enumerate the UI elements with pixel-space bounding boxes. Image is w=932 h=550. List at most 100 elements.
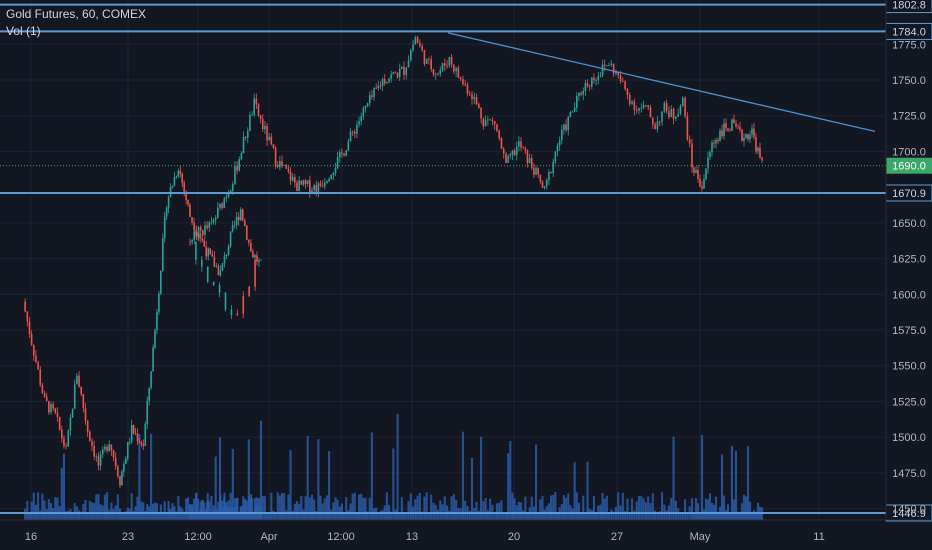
candle-body [759,147,761,158]
volume-bar [372,508,376,520]
volume-bar [370,432,373,520]
volume-bar [601,493,604,520]
symbol-title[interactable]: Gold Futures, 60, COMEX [6,7,147,21]
trend-line-layer[interactable] [447,32,876,133]
candle-body [446,65,448,67]
volume-bar [212,510,215,520]
volume-bar [248,500,251,520]
candle-body [668,111,670,118]
volume-bar [708,493,712,520]
candle-body [175,176,178,178]
candle-body [688,139,691,144]
volume-bar [517,501,520,520]
time-tick-label: 16 [25,531,37,543]
candle-body [123,463,125,472]
price-tick-label: 1575.0 [892,325,926,337]
candle-body [95,456,98,458]
volume-bar [504,512,508,520]
volume-bar [519,502,523,520]
candle-body [256,255,258,262]
volume-bar [122,511,125,520]
candle-body [191,217,193,223]
volume-bar [716,511,720,520]
candle-body [146,400,149,424]
volume-bar [714,496,718,520]
volume-bar [362,497,365,520]
candle-body [489,119,491,121]
candle-body [244,136,247,138]
candle-body [61,429,63,439]
candle-body [582,91,585,95]
candle-body [414,37,417,45]
candle-body [518,141,520,147]
volume-bar [398,513,401,520]
candle-body [656,121,659,130]
candle-body [505,153,507,163]
volume-bar [513,498,516,520]
candle-body [302,180,305,185]
candle-body [217,266,220,276]
candle-body [351,131,354,133]
time-axis[interactable]: 16 23 12:00 Apr 12:00 13 20 27 May 11 [0,519,932,543]
volume-indicator-label[interactable]: Vol (1) [6,24,41,38]
horizontal-levels[interactable]: 1802.8 1784.0 1670.9 1446.9 [0,0,932,522]
volume-bar [41,493,44,520]
candle-body [140,442,143,445]
price-tick-label: 1525.0 [892,396,926,408]
candle-body [371,95,373,97]
volume-bar [351,493,354,520]
volume-bar [633,510,636,520]
candle-body [191,240,193,243]
candle-body [603,64,606,66]
candle-body [493,121,496,125]
candle-body [751,128,753,135]
candle-body [339,152,341,158]
volume-bar [90,502,94,520]
candle-body [457,67,460,78]
volume-bar [475,501,478,520]
price-axis[interactable]: 1450.0 1475.0 1500.0 1525.0 1550.0 1575.0 1600… [885,0,926,520]
volume-bar [439,500,442,520]
volume-bar [450,496,453,520]
candle-body [279,161,281,168]
volume-bar [340,503,343,520]
volume-bar [218,437,222,520]
volume-bar [171,503,174,520]
candle-body [453,64,455,72]
candle-body [289,171,292,181]
candle-body [250,242,252,252]
volume-bar [80,511,83,520]
volume-bar [610,509,613,520]
candle-body [617,72,620,75]
candle-body [221,263,224,271]
volume-bar [654,510,657,520]
candle-body [260,259,262,261]
candle-body [421,45,423,51]
volume-bar [136,496,139,520]
volume-bar [210,495,213,520]
volume-bar [686,513,689,520]
candle-body [230,309,233,316]
volume-bar [396,413,399,520]
volume-bar [183,511,186,520]
volume-bar [313,499,316,520]
price-tick-label: 1600.0 [892,289,926,301]
candle-body [388,78,390,82]
volume-bar [118,508,122,520]
candle-body [725,123,727,129]
volume-bar [328,451,331,520]
volume-bar [732,499,736,520]
volume-bar [112,508,115,520]
price-tick-label: 1550.0 [892,361,926,373]
candle-body [227,192,230,198]
volume-bar [300,495,303,520]
candle-body [225,197,228,199]
candle-body [473,96,476,100]
candle-body [76,375,78,385]
candle-body [755,136,757,152]
candle-body [313,185,315,191]
volume-bar [427,513,430,520]
candle-body [136,433,139,442]
candle-body [148,387,150,401]
